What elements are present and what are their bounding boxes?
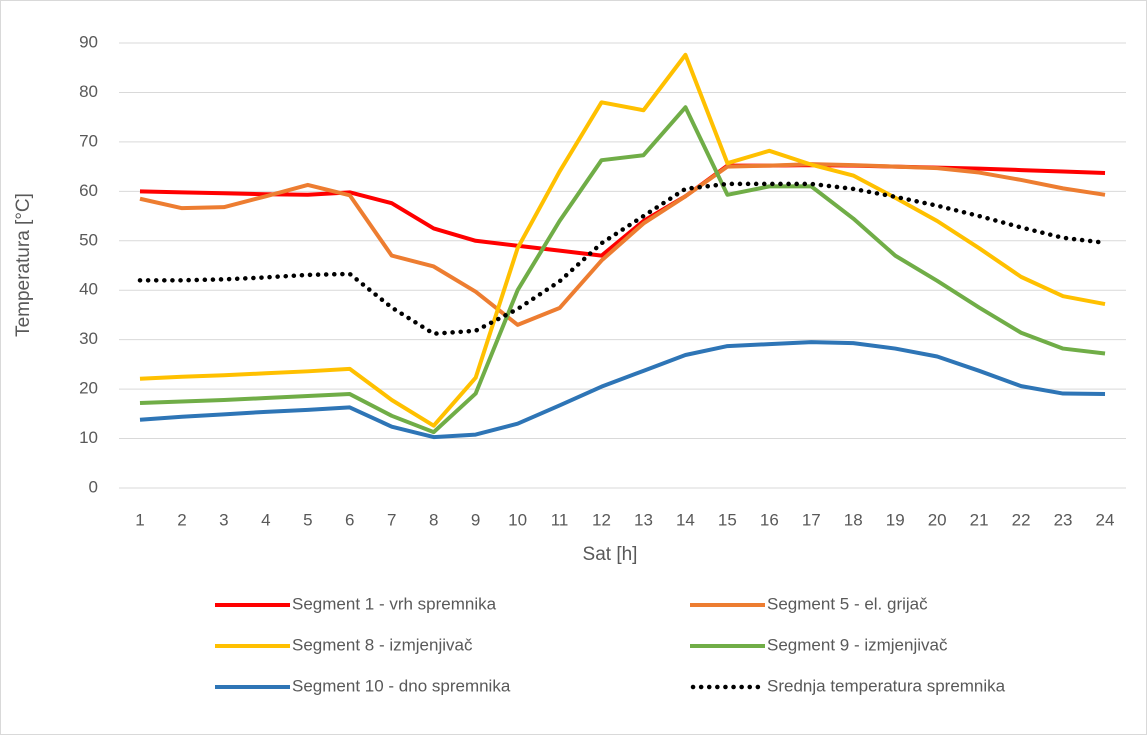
x-axis-title: Sat [h] (583, 544, 638, 565)
legend-label: Segment 5 - el. grijač (767, 594, 928, 613)
x-tick-label: 8 (429, 510, 438, 529)
x-tick-label: 14 (676, 510, 695, 529)
x-tick-label: 7 (387, 510, 396, 529)
y-tick-label: 70 (79, 131, 98, 150)
x-tick-label: 22 (1012, 510, 1031, 529)
series-line (139, 162, 1106, 327)
legend-label: Segment 9 - izmjenjivač (767, 635, 948, 654)
x-tick-label: 18 (844, 510, 863, 529)
y-tick-label: 50 (79, 230, 98, 249)
x-tick-label: 12 (592, 510, 611, 529)
x-tick-label: 11 (551, 510, 569, 529)
legend-label: Segment 10 - dno spremnika (292, 676, 511, 695)
legend-label: Segment 1 - vrh spremnika (292, 594, 497, 613)
y-tick-label: 40 (79, 280, 98, 299)
x-tick-label: 2 (177, 510, 186, 529)
x-tick-label: 15 (718, 510, 737, 529)
x-tick-label: 1 (135, 510, 144, 529)
legend-label: Srednja temperatura spremnika (767, 676, 1006, 695)
y-tick-label: 30 (79, 329, 98, 348)
y-tick-label: 80 (79, 82, 98, 101)
x-tick-label: 6 (345, 510, 354, 529)
y-tick-label: 10 (79, 428, 98, 447)
x-tick-label: 16 (760, 510, 779, 529)
x-tick-label: 20 (928, 510, 947, 529)
x-tick-label: 3 (219, 510, 228, 529)
y-tick-label: 60 (79, 181, 98, 200)
legend-label: Segment 8 - izmjenjivač (292, 635, 473, 654)
x-tick-label: 19 (886, 510, 905, 529)
x-tick-label: 9 (471, 510, 480, 529)
y-tick-label: 90 (79, 32, 98, 51)
y-axis-title: Temperatura [°C] (13, 193, 34, 337)
x-tick-label: 4 (261, 510, 270, 529)
x-tick-label: 17 (802, 510, 821, 529)
y-tick-label: 20 (79, 379, 98, 398)
series-line (139, 340, 1106, 440)
x-tick-label: 21 (970, 510, 989, 529)
x-tick-label: 13 (634, 510, 653, 529)
series-line (139, 105, 1106, 435)
y-tick-label: 0 (89, 477, 98, 496)
series-line (139, 52, 1106, 428)
x-tick-label: 24 (1096, 510, 1115, 529)
x-tick-label: 5 (303, 510, 312, 529)
x-tick-label: 10 (508, 510, 527, 529)
series-line (137, 181, 1108, 336)
x-tick-label: 23 (1054, 510, 1073, 529)
